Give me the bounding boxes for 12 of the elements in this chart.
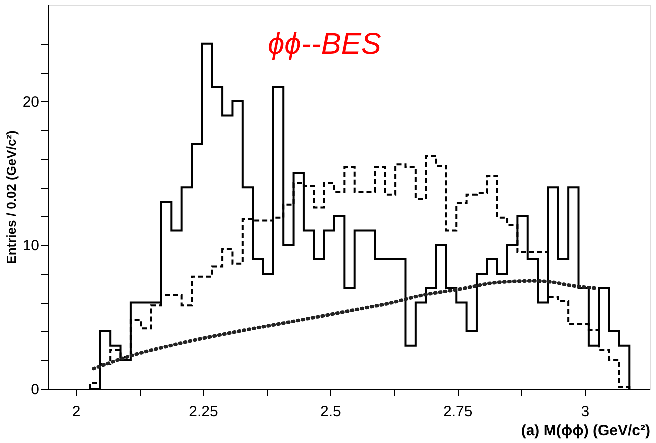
x-axis-title: (a) M(ϕϕ) (GeV/c²) xyxy=(521,422,650,440)
x-tick-label: 3 xyxy=(581,404,590,420)
y-tick-label: 10 xyxy=(22,238,40,255)
y-tick-label: 20 xyxy=(22,94,40,111)
y-axis-title: Entries / 0.02 (GeV/c²) xyxy=(4,130,19,264)
x-tick-label: 2.25 xyxy=(189,404,218,420)
x-tick-label: 2 xyxy=(72,404,81,420)
line-series xyxy=(92,279,597,371)
y-tick-label: 0 xyxy=(31,382,40,398)
x-tick-label: 2.5 xyxy=(320,404,342,420)
annotation: ϕϕ--BES xyxy=(268,28,382,61)
x-tick-label: 2.75 xyxy=(444,404,473,420)
